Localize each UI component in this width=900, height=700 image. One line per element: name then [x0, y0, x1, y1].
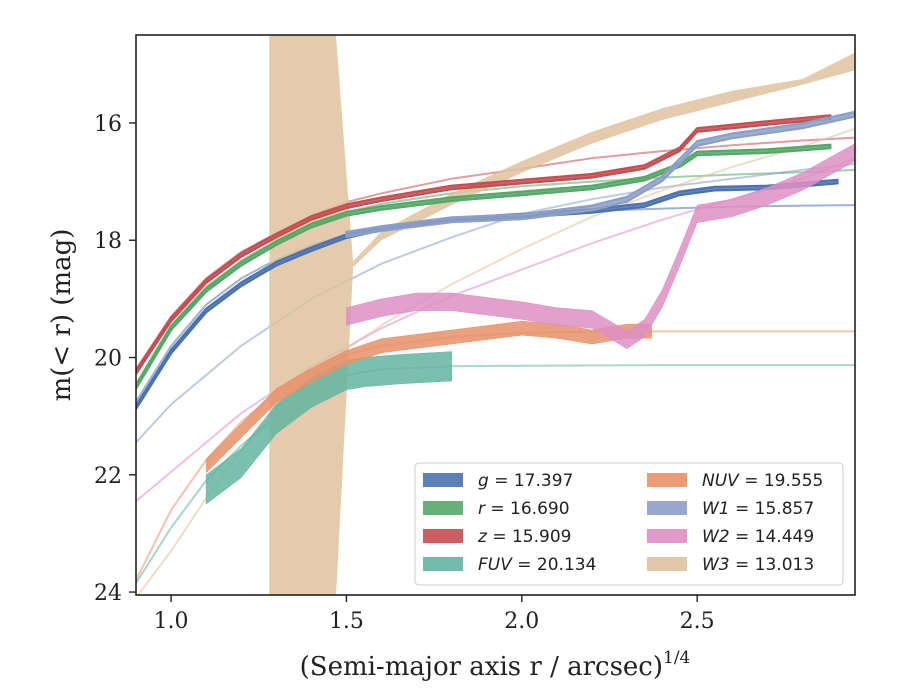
x-tick-label: 2.0	[504, 609, 539, 634]
legend-label-fuv: FUV = 20.134	[478, 555, 596, 575]
x-tick-label: 2.5	[680, 609, 715, 634]
y-tick-label: 24	[94, 581, 122, 606]
legend-label-w1: W1 = 15.857	[702, 499, 814, 519]
profile-band-w1	[345, 110, 855, 238]
legend-swatch-w2	[647, 529, 687, 543]
profile-band-g	[136, 178, 839, 411]
legend-box	[414, 462, 844, 586]
profile-band-w2	[346, 143, 855, 349]
y-tick-label: 16	[94, 112, 122, 137]
legend-label-w3: W3 = 13.013	[702, 555, 814, 575]
x-axis-label-text: (Semi-major axis r / arcsec)	[300, 652, 663, 682]
x-axis-label-superscript: 1/4	[663, 648, 690, 668]
y-axis-label: m(< r) (mag)	[47, 229, 77, 402]
legend-label-nuv: NUV = 19.555	[702, 471, 823, 491]
x-tick-label: 1.5	[329, 609, 364, 634]
legend-label-g: g = 17.397	[478, 471, 573, 491]
legend-swatch-z	[423, 529, 463, 543]
legend-label-z: z = 15.909	[477, 527, 571, 547]
legend-swatch-g	[423, 473, 463, 487]
y-tick-label: 22	[94, 464, 122, 489]
y-tick-label: 20	[94, 347, 122, 372]
x-axis: 1.0 1.5 2.0 2.5	[154, 595, 715, 634]
model-curve-w1	[136, 163, 855, 444]
plot-area	[136, 35, 855, 595]
legend-swatch-w3	[647, 557, 687, 571]
legend-swatch-r	[423, 501, 463, 515]
legend-swatch-w1	[647, 501, 687, 515]
x-axis-label: (Semi-major axis r / arcsec)1/4	[300, 648, 691, 682]
profile-band-w3	[269, 35, 855, 595]
x-tick-label: 1.0	[154, 609, 189, 634]
legend-label-w2: W2 = 14.449	[702, 527, 814, 547]
plot-frame	[135, 34, 856, 596]
y-axis: 16 18 20 22 24	[94, 112, 136, 606]
profile-band-r	[136, 143, 832, 390]
y-tick-label: 18	[94, 229, 122, 254]
legend-swatch-nuv	[647, 473, 687, 487]
legend-label-r: r = 16.690	[478, 499, 570, 519]
legend-swatch-fuv	[423, 557, 463, 571]
legend: g = 17.397 NUV = 19.555 r = 16.690 W1 = 15.…	[414, 462, 844, 586]
